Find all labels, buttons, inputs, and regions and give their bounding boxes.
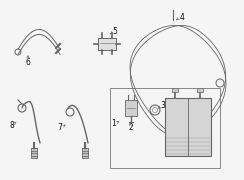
- Bar: [98, 38, 116, 50]
- Bar: [82, 148, 88, 158]
- Text: 3: 3: [161, 100, 165, 109]
- Text: 8: 8: [10, 120, 14, 129]
- Bar: [165, 98, 211, 156]
- Bar: [110, 88, 220, 168]
- Text: 4: 4: [180, 12, 184, 21]
- Text: 6: 6: [26, 57, 30, 66]
- Bar: [125, 100, 137, 116]
- Text: 1: 1: [112, 118, 116, 127]
- Text: 7: 7: [58, 123, 62, 132]
- Bar: [197, 88, 203, 92]
- Text: 5: 5: [112, 26, 117, 35]
- Text: 2: 2: [129, 123, 133, 132]
- Bar: [31, 148, 37, 158]
- Bar: [172, 88, 178, 92]
